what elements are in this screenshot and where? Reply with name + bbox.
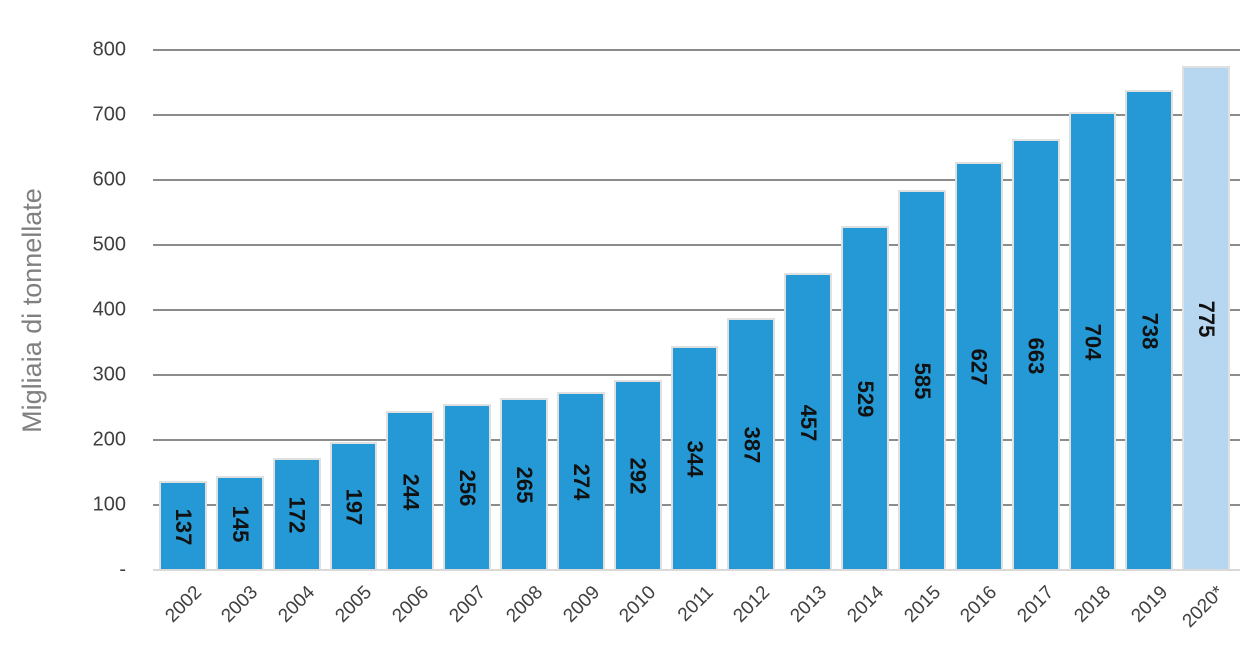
y-tick-label-0: - (119, 558, 126, 581)
x-tick-label-2018: 2018 (1070, 582, 1116, 627)
bar-value-label: 172 (284, 496, 310, 534)
x-tick-label-2014: 2014 (843, 582, 888, 627)
bar-2003: 145 2003 (215, 476, 264, 627)
bar-value-label: 627 (966, 348, 992, 386)
bar-2018: 704 2018 (1068, 112, 1117, 627)
bar-value-label: 387 (739, 426, 765, 464)
x-tick-label-2010: 2010 (615, 582, 661, 627)
y-tick-label-600: 600 (92, 168, 126, 191)
bar-value-label: 137 (170, 508, 196, 545)
x-tick-label-2004: 2004 (274, 582, 320, 627)
y-axis-tick-labels: - 100 200 300 400 500 600 700 800 (0, 39, 130, 581)
bars-row: 137 2002 145 2003 172 2004 197 2005 244 2006 256 20… (153, 50, 1240, 632)
bar-value-label: 663 (1023, 337, 1049, 374)
x-tick-label-2002: 2002 (161, 582, 206, 627)
bar-2005: 197 2005 (329, 442, 378, 627)
gridline-600 (153, 179, 1240, 181)
x-tick-label-2007: 2007 (445, 582, 490, 627)
bar-value-label: 738 (1137, 312, 1163, 350)
gridline-500 (153, 244, 1240, 246)
x-tick-label-2019: 2019 (1127, 582, 1173, 627)
x-tick-label-2017: 2017 (1013, 582, 1059, 627)
bar-2014: 529 2014 (841, 226, 889, 627)
bar-value-label: 244 (398, 473, 424, 510)
x-tick-label-2020-est: 2020* (1178, 582, 1229, 632)
bar-2012: 387 2012 (727, 318, 776, 627)
bar-value-label: 585 (909, 362, 935, 400)
bar-2007: 256 2007 (443, 404, 492, 627)
bar-value-label: 274 (568, 463, 594, 501)
x-tick-label-2009: 2009 (558, 582, 604, 627)
bar-value-label: 265 (511, 466, 537, 504)
bar-2008: 265 2008 (500, 398, 548, 627)
y-tick-label-800: 800 (92, 38, 126, 61)
gridline-700 (153, 114, 1240, 116)
x-tick-label-2012: 2012 (729, 582, 775, 627)
bar-2020-est: 775 2020* (1179, 66, 1231, 632)
bar-value-label: 197 (341, 488, 367, 526)
x-tick-label-2011: 2011 (673, 582, 718, 626)
bar-2011: 344 2011 (670, 346, 719, 626)
y-tick-label-300: 300 (92, 363, 126, 386)
bar-value-label: 292 (625, 457, 651, 495)
bar-value-label: 344 (682, 440, 708, 478)
gridline-400 (153, 309, 1240, 311)
y-tick-label-400: 400 (92, 298, 126, 321)
plot-area: 137 2002 145 2003 172 2004 197 2005 244 2006 256 20… (153, 49, 1240, 632)
bar-value-label: 457 (796, 404, 822, 441)
bar-value-label: 775 (1194, 300, 1220, 338)
y-tick-label-100: 100 (92, 493, 126, 516)
bar-value-label: 256 (455, 469, 481, 507)
x-tick-label-2008: 2008 (502, 582, 547, 627)
x-tick-label-2013: 2013 (786, 582, 832, 627)
bar-2016: 627 2016 (954, 162, 1003, 627)
x-axis-line (153, 569, 1240, 571)
bar-2013: 457 2013 (784, 273, 833, 627)
bar-2006: 244 2006 (386, 411, 435, 627)
x-tick-label-2016: 2016 (956, 582, 1002, 627)
bar-value-label: 704 (1080, 323, 1106, 361)
bar-value-label: 145 (227, 505, 253, 543)
x-tick-label-2003: 2003 (217, 582, 263, 627)
bar-2017: 663 2017 (1011, 139, 1060, 627)
bar-2009: 274 2009 (556, 392, 605, 627)
bar-2019: 738 2019 (1125, 90, 1174, 627)
bar-value-label: 529 (853, 380, 879, 418)
y-tick-label-200: 200 (92, 428, 126, 451)
bar-2002: 137 2002 (159, 481, 207, 627)
x-tick-label-2015: 2015 (899, 582, 945, 627)
x-tick-label-2006: 2006 (388, 582, 434, 627)
y-tick-label-700: 700 (92, 103, 126, 126)
bar-2015: 585 2015 (897, 190, 946, 627)
bar-2010: 292 2010 (613, 380, 662, 627)
gridline-800 (153, 49, 1240, 51)
x-tick-label-2005: 2005 (331, 582, 377, 627)
bar-2004: 172 2004 (272, 458, 321, 627)
y-tick-label-500: 500 (92, 233, 126, 256)
